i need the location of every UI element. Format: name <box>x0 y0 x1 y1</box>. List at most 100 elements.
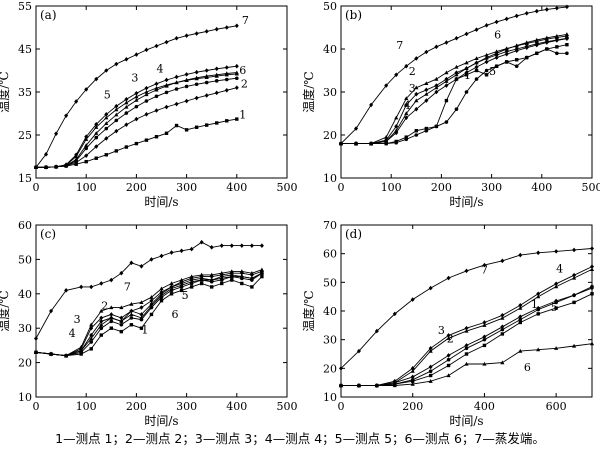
data-point <box>392 383 397 388</box>
y-tick-label: 15 <box>18 172 32 185</box>
data-point <box>504 51 509 57</box>
data-point <box>414 98 419 103</box>
data-point <box>204 123 209 127</box>
data-point <box>424 81 429 85</box>
data-point <box>144 89 149 94</box>
data-point <box>210 285 214 289</box>
data-point <box>384 139 389 144</box>
data-point <box>571 343 577 348</box>
data-point <box>554 38 559 43</box>
data-point <box>554 281 559 287</box>
data-point <box>164 77 169 83</box>
data-point <box>179 288 184 293</box>
data-point <box>179 279 184 285</box>
data-point <box>414 56 419 61</box>
panel-label: (d) <box>345 227 362 241</box>
data-point <box>410 381 415 386</box>
data-point <box>410 297 415 302</box>
data-point <box>514 64 519 68</box>
data-point <box>428 373 433 378</box>
series-annotation: 6 <box>172 308 179 321</box>
series-line-1 <box>35 276 263 357</box>
data-point <box>524 11 529 16</box>
data-point <box>204 29 209 34</box>
data-point <box>49 308 54 314</box>
data-point <box>94 156 98 160</box>
y-tick-label: 45 <box>18 43 32 56</box>
data-point <box>159 253 164 259</box>
data-point <box>434 85 439 90</box>
data-point <box>179 283 184 287</box>
data-point <box>129 308 134 314</box>
data-point <box>500 315 505 320</box>
data-point <box>184 128 189 132</box>
data-point <box>392 378 397 384</box>
series-annotation: 5 <box>489 65 496 78</box>
data-point <box>444 70 449 75</box>
data-point <box>229 243 234 248</box>
data-point <box>564 32 569 36</box>
data-point <box>444 98 449 103</box>
x-tick-label: 300 <box>176 181 197 194</box>
data-point <box>500 327 505 332</box>
data-point <box>504 60 509 64</box>
data-point <box>64 288 69 293</box>
data-point <box>482 262 487 268</box>
data-point <box>89 332 94 338</box>
data-point <box>536 294 541 299</box>
data-point <box>494 55 499 60</box>
data-point <box>524 45 529 51</box>
data-point <box>174 74 179 80</box>
data-point <box>199 281 204 286</box>
data-point <box>500 332 505 336</box>
data-point <box>424 91 429 96</box>
data-point <box>134 90 139 96</box>
data-point <box>134 52 139 57</box>
y-tick-label: 10 <box>18 391 32 404</box>
data-point <box>514 13 519 19</box>
data-point <box>392 311 397 317</box>
data-point <box>464 346 469 351</box>
data-point <box>545 47 549 51</box>
data-point <box>164 104 169 110</box>
series-annotation: 5 <box>182 289 189 302</box>
y-axis-label: 温度/℃ <box>301 71 316 112</box>
series-line-2 <box>35 272 263 357</box>
data-point <box>565 51 569 56</box>
data-point <box>169 281 174 286</box>
data-point <box>174 35 179 41</box>
data-point <box>174 123 179 128</box>
data-point <box>500 258 505 264</box>
data-point <box>353 141 359 146</box>
data-point <box>446 336 451 340</box>
data-point <box>99 308 104 313</box>
series-annotation: 4 <box>69 327 76 340</box>
panel-label: (c) <box>40 227 56 241</box>
data-point <box>144 47 149 53</box>
x-tick-label: 0 <box>338 181 345 194</box>
y-axis-label: 温度/℃ <box>0 290 11 331</box>
data-point <box>410 369 415 373</box>
data-point <box>204 93 209 98</box>
y-tick-label: 20 <box>323 362 337 375</box>
data-point <box>109 312 114 317</box>
data-point <box>424 128 429 133</box>
data-point <box>454 35 459 41</box>
data-point <box>384 83 389 88</box>
data-point <box>53 164 59 169</box>
data-point <box>554 33 559 38</box>
data-point <box>339 366 343 371</box>
data-point <box>214 66 219 72</box>
data-point <box>134 141 139 146</box>
data-point <box>410 366 415 371</box>
series-line-3 <box>35 269 263 357</box>
data-point <box>89 340 94 344</box>
data-point <box>114 118 119 123</box>
series-line-4 <box>35 270 263 357</box>
data-point <box>144 92 149 97</box>
series-annotation: 6 <box>524 361 531 374</box>
data-point <box>484 55 489 60</box>
series-annotation: 2 <box>241 78 248 91</box>
data-point <box>124 97 129 102</box>
data-point <box>184 72 189 77</box>
